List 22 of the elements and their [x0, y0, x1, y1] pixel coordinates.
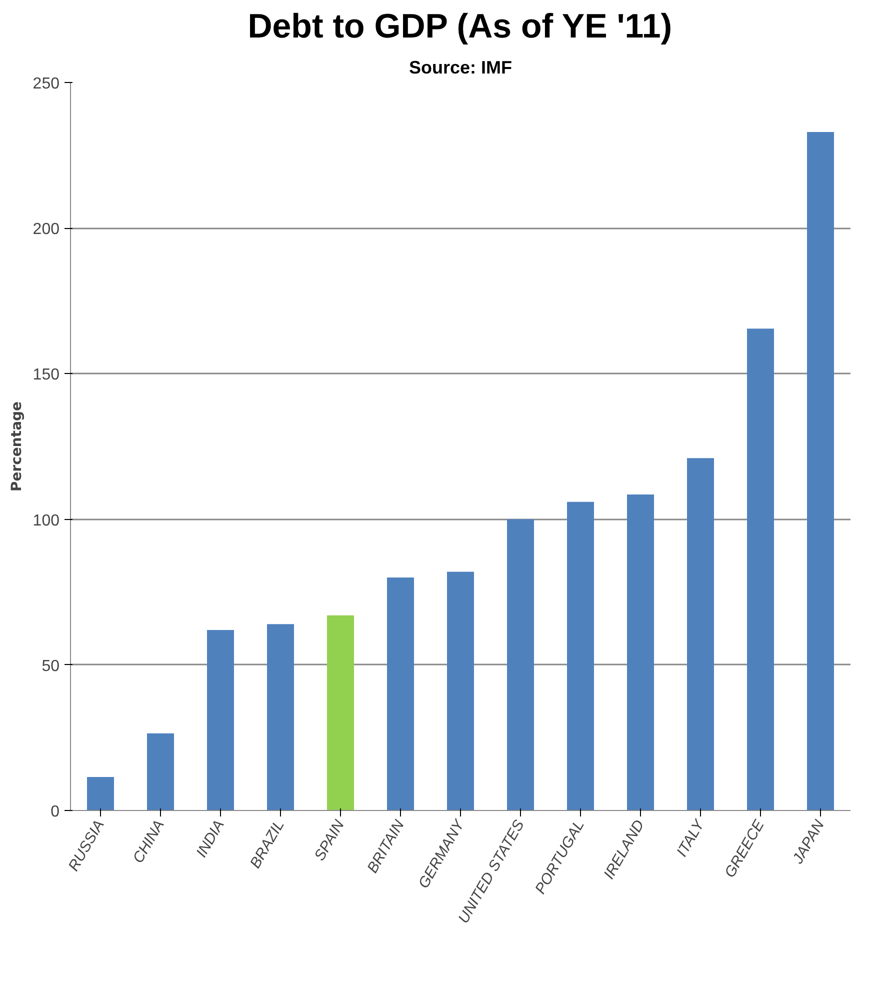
- y-tick-label: 250: [32, 76, 60, 92]
- bar: [327, 615, 354, 810]
- bar: [507, 519, 534, 810]
- chart-subtitle: Source: IMF: [408, 58, 512, 78]
- chart-title: Debt to GDP (As of YE '11): [248, 8, 672, 46]
- bar: [747, 328, 774, 810]
- bar: [207, 630, 234, 810]
- y-tick-label: 100: [32, 512, 60, 530]
- y-tick-label: 150: [32, 366, 60, 384]
- bar: [687, 458, 714, 810]
- bar: [267, 624, 294, 810]
- y-tick-label: 200: [32, 221, 60, 238]
- y-tick-label: 50: [42, 658, 60, 675]
- bar: [627, 494, 654, 810]
- bar: [147, 733, 174, 810]
- bar: [807, 132, 834, 810]
- bar: [567, 502, 594, 810]
- bar: [87, 777, 114, 810]
- y-axis-title: Percentage: [8, 401, 25, 492]
- bar: [387, 578, 414, 810]
- bar: [447, 572, 474, 810]
- y-tick-label: 0: [50, 804, 60, 820]
